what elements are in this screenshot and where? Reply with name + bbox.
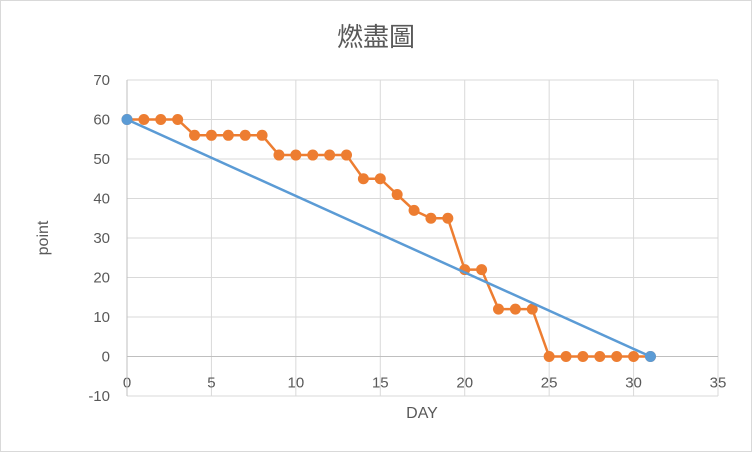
y-tick-label: 60 [93, 112, 110, 129]
y-tick-label: 50 [93, 151, 110, 168]
data-point [476, 264, 488, 276]
y-tick-label: 20 [93, 270, 110, 287]
data-point [341, 149, 353, 161]
data-point [543, 351, 555, 362]
data-point [172, 114, 184, 125]
data-point [425, 212, 437, 224]
data-point [239, 129, 251, 141]
data-point [155, 114, 167, 125]
data-point [526, 303, 538, 315]
y-tick-label: -10 [88, 388, 110, 405]
series-line [126, 118, 651, 358]
y-axis-label: point [35, 220, 52, 255]
data-point [256, 129, 268, 141]
data-point [442, 212, 454, 224]
data-point [374, 173, 386, 185]
data-point [290, 149, 302, 161]
x-axis-label: DAY [406, 405, 438, 422]
gridlines [126, 79, 719, 397]
series-1 [121, 114, 656, 362]
data-point [594, 351, 606, 362]
y-tick-label: 40 [93, 191, 110, 208]
data-point [628, 351, 640, 362]
data-point [205, 129, 217, 141]
data-point [391, 189, 403, 201]
x-tick-label: 30 [625, 375, 642, 392]
data-point [324, 149, 336, 161]
data-point [492, 303, 504, 315]
x-tick-label: 5 [207, 375, 215, 392]
data-point [577, 351, 589, 362]
y-tick-label: 10 [93, 309, 110, 326]
data-point [357, 173, 369, 185]
x-tick-label: 35 [710, 375, 727, 392]
data-point [509, 303, 521, 315]
x-tick-label: 10 [288, 375, 305, 392]
data-point [611, 351, 623, 362]
data-point [189, 129, 201, 141]
chart-title: 燃盡圖 [337, 23, 415, 53]
data-point [273, 149, 285, 161]
data-point [222, 129, 234, 141]
data-point [307, 149, 319, 161]
data-point [121, 114, 133, 125]
y-tick-label: 70 [93, 72, 110, 89]
series [121, 114, 656, 362]
data-point [560, 351, 572, 362]
y-tick-label: 30 [93, 230, 110, 247]
data-point [408, 204, 420, 216]
x-tick-label: 15 [372, 375, 389, 392]
x-tick-label: 25 [541, 375, 558, 392]
y-tick-label: 0 [102, 349, 110, 366]
data-point [644, 351, 656, 362]
x-tick-label: 20 [456, 375, 473, 392]
data-point [138, 114, 150, 125]
